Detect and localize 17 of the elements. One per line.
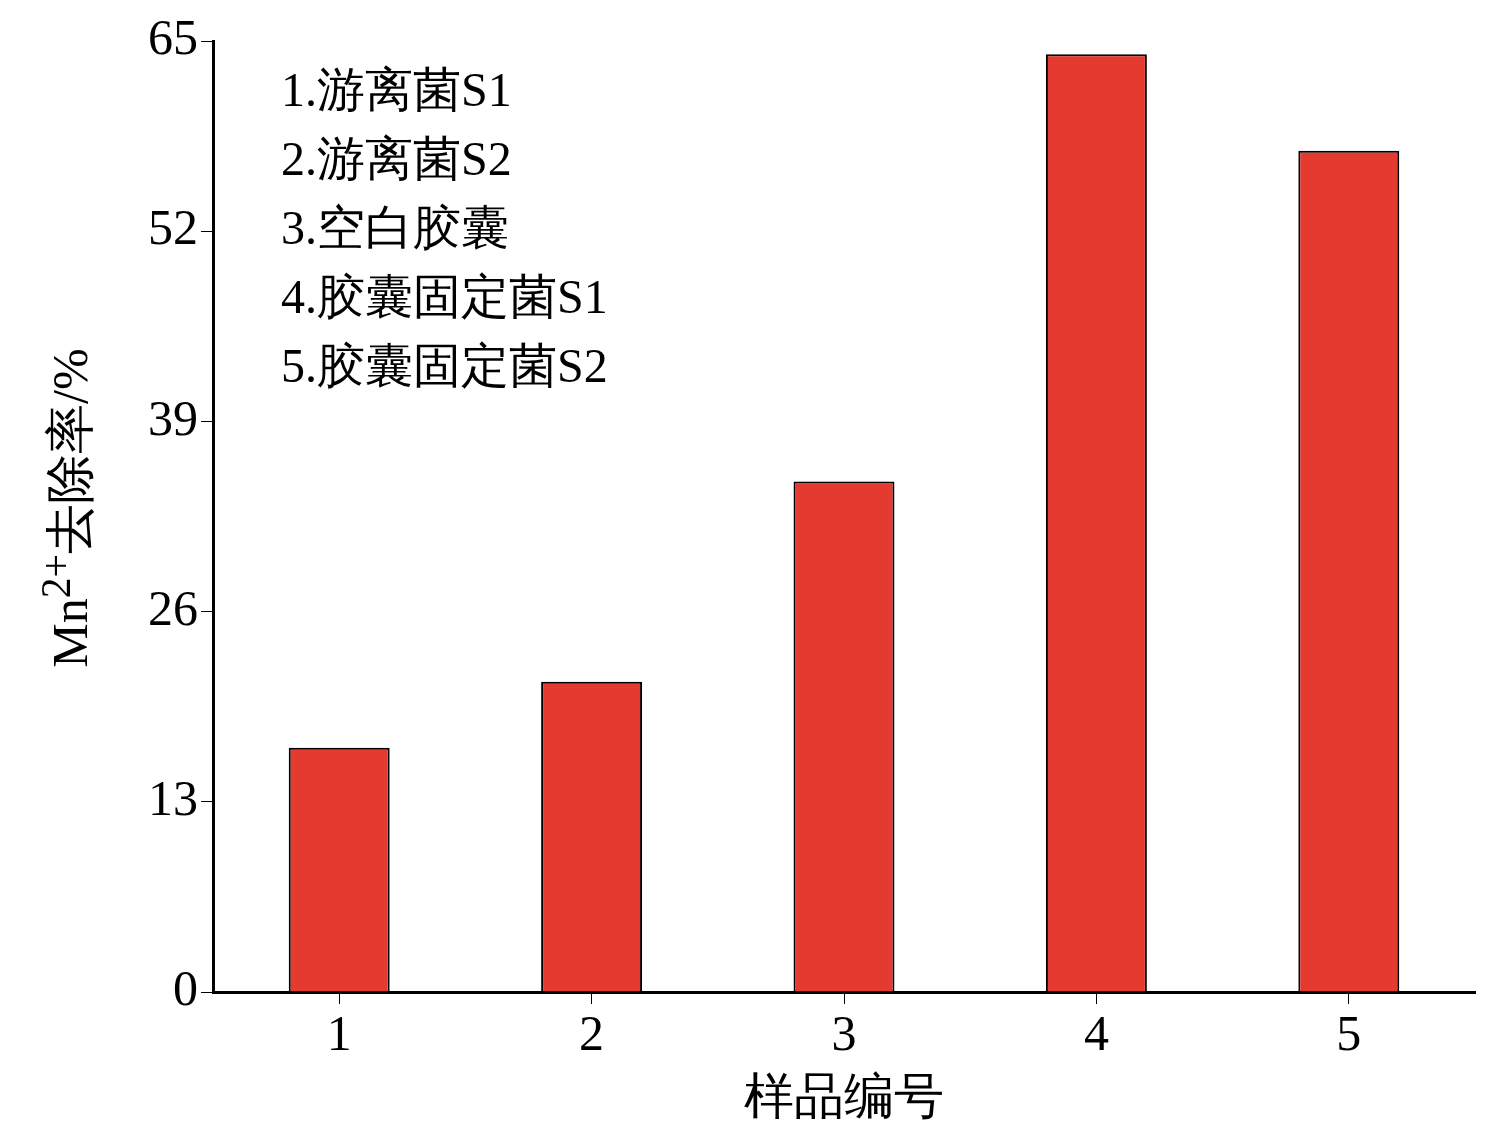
annotation: 5.胶囊固定菌S2 [281,338,608,392]
annotation: 3.空白胶囊 [281,200,509,254]
x-tick-label: 2 [579,1005,605,1062]
x-tick-label: 5 [1336,1005,1362,1062]
y-tick-label: 0 [173,960,198,1017]
x-axis-title: 样品编号 [744,1068,944,1125]
x-tick-label: 3 [831,1005,857,1062]
annotation: 4.胶囊固定菌S1 [281,269,608,323]
annotation: 2.游离菌S2 [281,131,512,185]
x-tick-label: 4 [1083,1005,1109,1062]
y-tick-label: 26 [148,579,198,636]
x-tick-label: 1 [326,1005,352,1062]
y-tick-label: 65 [148,9,198,66]
annotation: 1.游离菌S1 [281,62,512,116]
y-tick-label: 52 [148,199,198,256]
y-tick-label: 13 [148,769,198,826]
y-tick-label: 39 [148,389,198,446]
